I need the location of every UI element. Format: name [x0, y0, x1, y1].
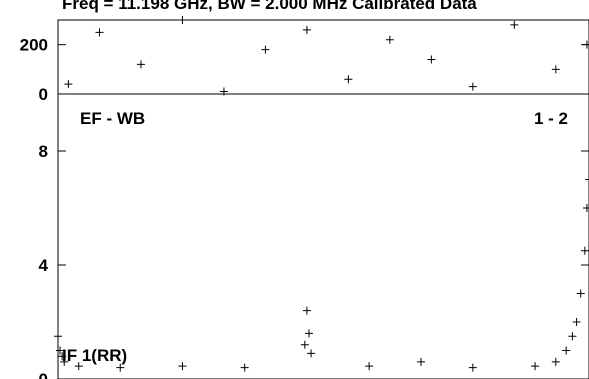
phase-point-0-2 — [136, 60, 145, 69]
amplitude-point-0-22 — [582, 204, 589, 212]
amplitude-point-0-8 — [300, 340, 309, 349]
amplitude-point-0-7 — [240, 363, 249, 372]
amplitude-point-0-3 — [60, 357, 69, 366]
amplitude-y-tick-label-1: 4 — [39, 256, 49, 275]
if-label: IF 1(RR) — [62, 346, 127, 365]
amplitude-y-tick-label-0: 0 — [39, 370, 48, 379]
amplitude-point-0-21 — [580, 246, 589, 255]
amplitude-point-0-2 — [58, 352, 67, 361]
amplitude-point-0-20 — [576, 289, 585, 298]
figure-title: Freq = 11.198 GHz, BW = 2.000 MHz Calibr… — [62, 0, 477, 13]
phase-points — [64, 16, 589, 96]
phase-panel: 0 200 — [20, 16, 589, 104]
phase-point-0-7 — [344, 75, 353, 84]
amplitude-y-tick-label-2: 8 — [39, 142, 48, 161]
phase-frame — [57, 19, 589, 95]
amplitude-y-ticks: 0 4 8 — [39, 142, 589, 379]
phase-y-tick-label-1: 200 — [20, 36, 48, 55]
amplitude-point-0-1 — [56, 346, 65, 355]
amplitude-point-0-19 — [572, 318, 581, 326]
phase-point-0-8 — [385, 35, 394, 44]
amplitude-point-0-4 — [74, 362, 83, 371]
amplitude-point-0-13 — [416, 357, 425, 366]
amplitude-point-0-6 — [178, 362, 187, 371]
phase-point-0-10 — [468, 82, 477, 91]
amplitude-point-0-17 — [562, 346, 571, 355]
amplitude-point-0-5 — [116, 363, 125, 372]
amplitude-point-0-15 — [531, 362, 540, 371]
phase-y-tick-label-0: 0 — [39, 85, 48, 104]
phase-point-0-5 — [261, 45, 270, 54]
phase-point-0-12 — [551, 65, 560, 74]
phase-point-0-6 — [302, 25, 311, 34]
baseline-label: EF - WB — [80, 109, 145, 128]
amplitude-frame — [57, 93, 589, 379]
amplitude-point-0-16 — [551, 357, 560, 366]
phase-point-0-1 — [95, 28, 104, 37]
amplitude-point-0-11 — [307, 349, 316, 358]
correlation-label: 1 - 2 — [534, 109, 568, 128]
amplitude-point-0-14 — [468, 363, 477, 372]
amplitude-point-0-23 — [585, 175, 589, 184]
amplitude-point-0-18 — [568, 332, 577, 341]
amplitude-point-0-10 — [304, 329, 313, 338]
amplitude-point-0-12 — [365, 362, 374, 371]
phase-point-0-11 — [510, 20, 519, 29]
amplitude-point-0-9 — [302, 306, 311, 315]
phase-point-0-0 — [64, 80, 73, 89]
phase-point-0-9 — [427, 55, 436, 64]
amplitude-panel: 0 4 8 EF - WB 1 - 2 IF 1(RR) — [39, 93, 589, 379]
amplitude-points — [54, 175, 589, 372]
